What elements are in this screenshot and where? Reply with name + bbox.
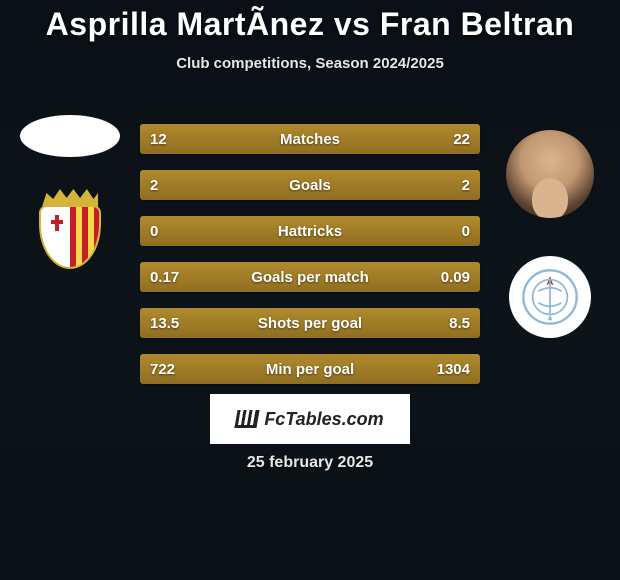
club-logo-celta bbox=[509, 256, 591, 338]
player-left-avatar bbox=[20, 115, 120, 157]
comparison-subtitle: Club competitions, Season 2024/2025 bbox=[0, 55, 620, 72]
stat-row: 13.5 Shots per goal 8.5 bbox=[140, 308, 480, 338]
stat-label: Shots per goal bbox=[140, 315, 480, 332]
stat-row: 2 Goals 2 bbox=[140, 170, 480, 200]
stat-row: 0.17 Goals per match 0.09 bbox=[140, 262, 480, 292]
player-right-column bbox=[490, 130, 610, 338]
stat-row: 0 Hattricks 0 bbox=[140, 216, 480, 246]
stat-left-value: 0 bbox=[150, 223, 158, 240]
comparison-date: 25 february 2025 bbox=[0, 454, 620, 472]
stat-label: Min per goal bbox=[140, 361, 480, 378]
stat-label: Goals per match bbox=[140, 269, 480, 286]
stat-row: 12 Matches 22 bbox=[140, 124, 480, 154]
bars-icon bbox=[235, 410, 260, 428]
player-left-column bbox=[10, 115, 130, 271]
club-logo-girona bbox=[30, 187, 110, 271]
stat-left-value: 0.17 bbox=[150, 269, 179, 286]
stat-label: Matches bbox=[140, 131, 480, 148]
stat-left-value: 13.5 bbox=[150, 315, 179, 332]
stat-label: Goals bbox=[140, 177, 480, 194]
stat-right-value: 22 bbox=[453, 131, 470, 148]
stat-right-value: 8.5 bbox=[449, 315, 470, 332]
stat-right-value: 0 bbox=[462, 223, 470, 240]
celta-crest-icon bbox=[521, 268, 579, 326]
branding-text: FcTables.com bbox=[264, 409, 383, 430]
stat-left-value: 722 bbox=[150, 361, 175, 378]
stat-left-value: 12 bbox=[150, 131, 167, 148]
stat-left-value: 2 bbox=[150, 177, 158, 194]
comparison-title: Asprilla MartÃ­nez vs Fran Beltran bbox=[0, 0, 620, 43]
branding-badge: FcTables.com bbox=[210, 394, 410, 444]
girona-shield-icon bbox=[39, 205, 101, 269]
girona-crown-icon bbox=[42, 187, 98, 207]
stat-right-value: 0.09 bbox=[441, 269, 470, 286]
player-right-avatar bbox=[506, 130, 594, 218]
stat-row: 722 Min per goal 1304 bbox=[140, 354, 480, 384]
stat-right-value: 2 bbox=[462, 177, 470, 194]
stat-right-value: 1304 bbox=[437, 361, 470, 378]
stats-chart: 12 Matches 22 2 Goals 2 0 Hattricks 0 0.… bbox=[140, 124, 480, 400]
stat-label: Hattricks bbox=[140, 223, 480, 240]
